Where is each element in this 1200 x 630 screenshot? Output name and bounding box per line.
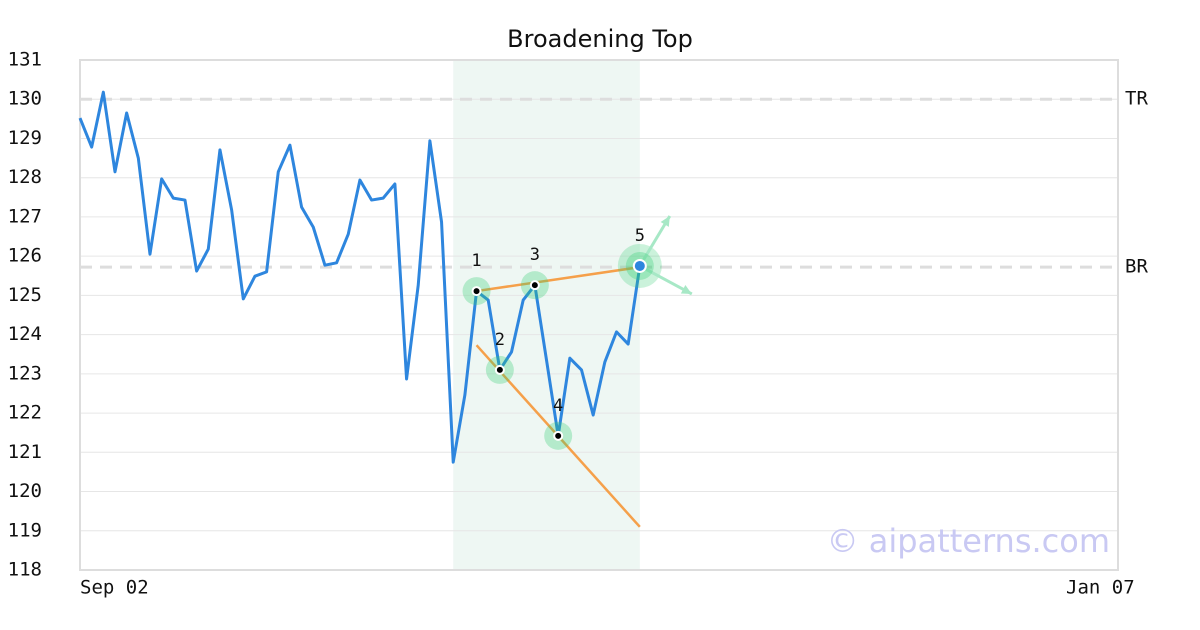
point-label: 3 xyxy=(530,245,540,265)
x-tick-label: Sep 02 xyxy=(80,577,149,599)
y-tick-label: 121 xyxy=(8,441,42,463)
y-tick-label: 130 xyxy=(8,88,42,110)
y-tick-label: 120 xyxy=(8,480,42,502)
plot-frame xyxy=(79,59,1119,571)
y-tick-label: 119 xyxy=(8,519,42,541)
pattern-point xyxy=(471,286,482,297)
point-label: 4 xyxy=(553,396,563,416)
y-tick-label: 127 xyxy=(8,205,42,227)
pattern-point xyxy=(529,280,540,291)
y-tick-label: 129 xyxy=(8,127,42,149)
pattern-region xyxy=(453,60,640,570)
x-tick-label: Jan 07 xyxy=(1066,577,1135,599)
pattern-point xyxy=(494,364,505,375)
point-label: 2 xyxy=(495,330,505,350)
arrow-head xyxy=(660,215,670,227)
level-label: BR xyxy=(1125,256,1148,278)
trend-line xyxy=(476,265,641,293)
y-tick-label: 126 xyxy=(8,245,42,267)
y-tick-label: 131 xyxy=(8,49,42,71)
pattern-point xyxy=(553,430,564,441)
y-tick-label: 125 xyxy=(8,284,42,306)
y-tick-label: 118 xyxy=(8,559,42,581)
watermark: © aipatterns.com xyxy=(827,522,1110,560)
y-tick-label: 128 xyxy=(8,166,42,188)
chart-title: Broadening Top xyxy=(507,25,693,53)
y-tick-label: 124 xyxy=(8,323,42,345)
pattern-point xyxy=(632,258,647,273)
level-label: TR xyxy=(1125,88,1148,110)
price-line xyxy=(78,90,642,464)
point-label: 1 xyxy=(471,251,481,271)
point-label: 5 xyxy=(635,226,645,246)
arrow-head xyxy=(680,285,692,294)
y-tick-label: 122 xyxy=(8,402,42,424)
y-tick-label: 123 xyxy=(8,362,42,384)
